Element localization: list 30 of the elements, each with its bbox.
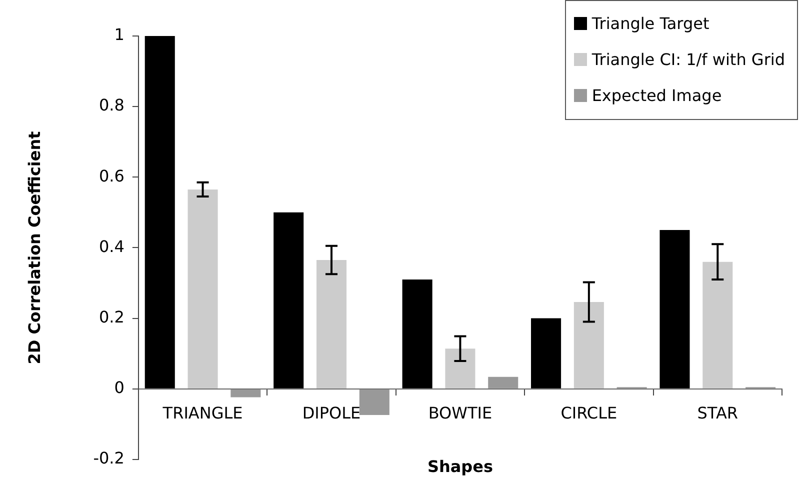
bar [359, 389, 390, 415]
x-tick-label: TRIANGLE [162, 404, 243, 423]
bar [316, 260, 347, 388]
x-axis-title: Shapes [427, 456, 493, 476]
x-tick-label: BOWTIE [428, 404, 492, 423]
y-tick-label: -0.2 [93, 448, 124, 468]
x-tick-label: CIRCLE [560, 404, 618, 423]
legend-label: Triangle Target [592, 14, 710, 32]
x-tick-label: STAR [697, 404, 738, 423]
y-axis-title: 2D Correlation Coefficient [24, 130, 44, 364]
y-tick-label: 0.8 [98, 96, 124, 115]
bar [660, 230, 690, 388]
y-tick-label: 0.2 [98, 307, 124, 326]
bar [531, 318, 562, 388]
bar [230, 389, 261, 398]
y-tick-label: 1 [114, 25, 124, 44]
bar [702, 262, 733, 388]
x-tick-label: DIPOLE [302, 404, 361, 423]
bar [402, 279, 432, 388]
legend-label: Expected Image [592, 86, 722, 104]
y-tick-label: 0.4 [98, 236, 124, 256]
bar [274, 212, 304, 388]
bar [574, 302, 604, 388]
bar [188, 189, 218, 388]
y-tick-label: 0 [114, 378, 124, 397]
bar [144, 36, 175, 388]
y-tick-label: 0.6 [98, 166, 124, 186]
bar [445, 348, 476, 388]
legend-label: Triangle CI: 1/f with Grid [592, 50, 785, 68]
bar [488, 376, 518, 388]
